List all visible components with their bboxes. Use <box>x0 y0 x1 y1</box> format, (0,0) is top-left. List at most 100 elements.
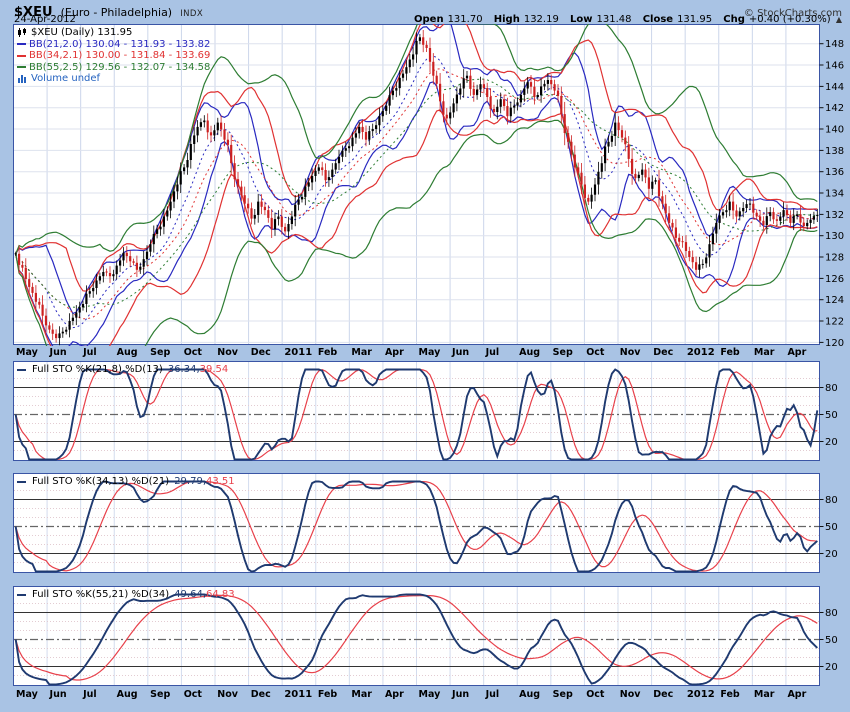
svg-text:134: 134 <box>825 189 844 200</box>
x-axis-month-label: May <box>418 689 441 700</box>
x-axis-month-label: 2012 <box>686 689 715 700</box>
svg-text:20: 20 <box>825 549 838 560</box>
legend-volume-text: Volume undef <box>31 73 101 84</box>
svg-text:80: 80 <box>825 495 838 506</box>
x-axis-month-label: Dec <box>250 347 271 358</box>
x-axis-month-label: Jun <box>452 347 470 358</box>
x-axis-months-top: May Jun Jul Aug Sep Oct Nov Dec 2011 Feb Mar Apr May… <box>0 346 850 361</box>
stoch-k-line-swatch <box>17 368 26 371</box>
volume-icon <box>18 75 26 84</box>
x-axis-month-label: Feb <box>317 347 338 358</box>
svg-text:140: 140 <box>825 125 844 136</box>
stoch1-k-value: 36.34 <box>168 364 200 375</box>
header-row-1: $XEU (Euro - Philadelphia) INDX © StockC… <box>14 1 842 20</box>
high-value: 132.19 <box>523 14 559 25</box>
x-axis-month-label: Mar <box>351 689 372 700</box>
stoch2-k-value: 29.79 <box>174 476 206 487</box>
svg-text:138: 138 <box>825 146 844 157</box>
svg-text:20: 20 <box>825 437 838 448</box>
stoch3-k-value: 49.64 <box>174 589 206 600</box>
svg-text:20: 20 <box>825 662 838 673</box>
header-row-2: 24-Apr-2012 Open 131.70 High 132.19 Low 131… <box>14 14 842 25</box>
svg-text:132: 132 <box>825 210 844 221</box>
svg-text:124: 124 <box>825 295 844 306</box>
svg-text:144: 144 <box>825 82 844 93</box>
symbol-name: (Euro - Philadelphia) <box>60 6 173 19</box>
x-axis-month-label: Jul <box>83 689 97 700</box>
open-label: Open <box>414 14 444 25</box>
stochastic-2-legend: Full STO %K(34,13) %D(21) 29.79 43.51 <box>17 476 235 487</box>
legend-symbol-text: $XEU (Daily) 131.95 <box>31 27 133 38</box>
high-label: High <box>493 14 520 25</box>
x-axis-month-label: 2011 <box>284 347 313 358</box>
x-axis-month-label: Oct <box>183 689 202 700</box>
x-axis-month-label: Sep <box>150 689 171 700</box>
stochastic-panel-1-canvas: 80 50 20 <box>13 361 838 461</box>
candlestick-style-icon <box>18 28 26 38</box>
change-up-arrow-icon: ▲ <box>835 15 842 24</box>
x-axis-month-label: Aug <box>519 347 541 358</box>
chg-label: Chg <box>723 14 745 25</box>
chart-date: 24-Apr-2012 <box>14 14 76 25</box>
bb21-line-swatch <box>17 43 26 46</box>
svg-text:50: 50 <box>825 635 838 646</box>
stoch3-d-value: 64.83 <box>206 589 235 600</box>
x-axis-month-label: Jul <box>485 689 500 700</box>
x-axis-month-label: Aug <box>519 689 541 700</box>
svg-text:80: 80 <box>825 383 838 394</box>
bb55-line-swatch <box>17 66 26 69</box>
title-block: $XEU (Euro - Philadelphia) INDX <box>14 1 203 20</box>
legend-bb55-text: BB(55,2.5) 129.56 - 132.07 - 134.58 <box>29 61 211 73</box>
svg-text:126: 126 <box>825 274 844 285</box>
x-axis-month-label: Mar <box>753 347 775 358</box>
close-label: Close <box>642 14 674 25</box>
x-axis-month-label: Oct <box>183 347 202 358</box>
x-axis-month-label: Aug <box>116 347 138 358</box>
svg-text:130: 130 <box>825 231 844 242</box>
x-axis-month-label: 2012 <box>686 347 715 358</box>
symbol-type: INDX <box>180 9 204 19</box>
low-label: Low <box>570 14 593 25</box>
stochastic-3-legend: Full STO %K(55,21) %D(34) 49.64 64.83 <box>17 589 235 600</box>
x-axis-month-label: Jul <box>485 347 500 358</box>
symbol-ticker: $XEU <box>14 5 53 20</box>
x-axis-month-label: Oct <box>586 347 605 358</box>
x-axis-month-label: Apr <box>384 347 404 358</box>
x-axis-month-label: Sep <box>150 347 171 358</box>
x-axis-month-label: Feb <box>720 689 740 700</box>
x-axis-month-label: Sep <box>552 347 573 358</box>
x-axis-month-label: May <box>16 689 38 700</box>
legend-bb-55: BB(55,2.5) 129.56 - 132.07 - 134.58 <box>17 62 210 74</box>
main-chart-legend: $XEU (Daily) 131.95 BB(21,2.0) 130.04 - … <box>17 27 210 85</box>
svg-text:142: 142 <box>825 103 844 114</box>
x-axis-month-label: Jun <box>452 689 470 700</box>
stoch2-label: Full STO %K(34,13) %D(21) <box>32 476 170 487</box>
stochastic-panel-3-canvas: 80 50 20 <box>13 586 838 686</box>
svg-text:136: 136 <box>825 167 844 178</box>
x-axis-month-label: Jul <box>83 347 97 358</box>
stoch2-d-value: 43.51 <box>206 476 235 487</box>
x-axis-month-label: Dec <box>250 689 271 700</box>
low-value: 131.48 <box>596 14 632 25</box>
legend-bb-21: BB(21,2.0) 130.04 - 131.93 - 133.82 <box>17 39 210 51</box>
close-value: 131.95 <box>677 14 713 25</box>
legend-bb-34: BB(34,2.1) 130.00 - 131.84 - 133.69 <box>17 50 210 62</box>
x-axis-month-label: Oct <box>586 689 605 700</box>
x-axis-month-label: Jun <box>49 689 67 700</box>
x-axis-months-bottom: May Jun Jul Aug Sep Oct Nov Dec 2011 Feb Mar Apr May… <box>0 688 850 703</box>
svg-text:80: 80 <box>825 608 838 619</box>
x-axis-month-label: Apr <box>787 689 807 700</box>
svg-text:50: 50 <box>825 522 838 533</box>
chg-value: +0.40 (+0.30%) <box>748 14 831 25</box>
quote-summary: Open 131.70 High 132.19 Low 131.48 Close 131… <box>406 14 842 25</box>
main-price-chart-canvas: 148 146 144 142 140 138 136 134 132 130 128 126 124 1… <box>13 24 844 346</box>
svg-text:50: 50 <box>825 410 838 421</box>
x-axis-month-label: Dec <box>653 689 674 700</box>
svg-text:120: 120 <box>825 338 844 346</box>
legend-bb34-text: BB(34,2.1) 130.00 - 131.84 - 133.69 <box>29 50 211 61</box>
x-axis-month-label: Nov <box>619 347 641 358</box>
open-value: 131.70 <box>447 14 483 25</box>
copyright-text: © StockCharts.com <box>743 8 842 19</box>
x-axis-month-label: Nov <box>217 347 238 358</box>
x-axis-month-label: Feb <box>720 347 740 358</box>
